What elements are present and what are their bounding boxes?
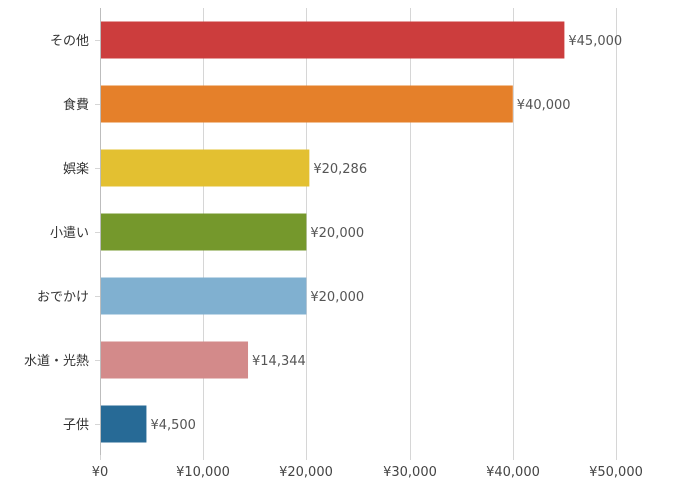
x-tick-label: ¥10,000 bbox=[176, 465, 230, 480]
data-label: ¥20,000 bbox=[310, 226, 364, 241]
data-label: ¥40,000 bbox=[517, 98, 571, 113]
x-tick-label: ¥20,000 bbox=[279, 465, 333, 480]
category-label: 小遣い bbox=[50, 226, 89, 241]
category-label: おでかけ bbox=[37, 290, 89, 305]
bar bbox=[101, 149, 310, 187]
data-label: ¥45,000 bbox=[568, 34, 622, 49]
bar bbox=[101, 341, 249, 379]
bar bbox=[101, 21, 565, 59]
category-label: 食費 bbox=[63, 97, 89, 113]
x-tick-label: ¥0 bbox=[92, 465, 109, 480]
bar bbox=[101, 213, 307, 251]
data-label: ¥14,344 bbox=[252, 354, 306, 369]
x-tick-label: ¥50,000 bbox=[589, 465, 643, 480]
x-tick-label: ¥30,000 bbox=[383, 465, 437, 480]
bar-layer bbox=[101, 21, 565, 443]
category-label: 子供 bbox=[63, 418, 89, 433]
category-label: その他 bbox=[50, 34, 89, 49]
bar bbox=[101, 405, 147, 443]
category-label: 娯楽 bbox=[63, 161, 89, 177]
category-label: 水道・光熱 bbox=[24, 354, 89, 369]
bar bbox=[101, 277, 307, 315]
bar bbox=[101, 85, 513, 123]
x-tick-label: ¥40,000 bbox=[486, 465, 540, 480]
label-layer: ¥0 ¥10,000 ¥20,000 ¥30,000 ¥40,000 ¥50,000 その他… bbox=[24, 34, 643, 480]
data-label: ¥4,500 bbox=[150, 418, 196, 433]
data-label: ¥20,286 bbox=[313, 162, 367, 177]
data-label: ¥20,000 bbox=[310, 290, 364, 305]
